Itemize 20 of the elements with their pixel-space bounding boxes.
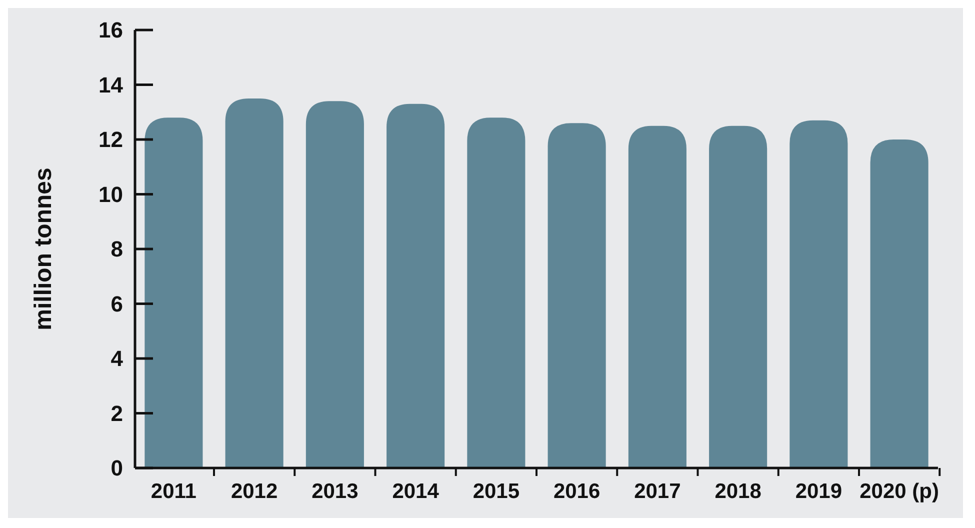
y-tick-label: 12 — [98, 127, 123, 152]
x-tick-label: 2015 — [472, 480, 520, 503]
x-tick-label: 2012 — [230, 480, 278, 503]
y-tick-label: 4 — [110, 346, 124, 372]
x-tick-label: 2018 — [714, 480, 762, 503]
x-tick-label: 2011 — [150, 480, 197, 503]
y-tick-label: 10 — [98, 182, 123, 207]
x-tick-label: 2013 — [312, 480, 358, 503]
x-tick-label: 2019 — [795, 480, 842, 503]
y-tick-label: 0 — [110, 456, 123, 481]
y-tick-label: 14 — [98, 72, 124, 98]
y-tick-label: 8 — [110, 236, 123, 262]
x-tick-label: 2014 — [392, 480, 440, 503]
x-tick-label: 2020 (p) — [860, 480, 939, 503]
y-tick-label: 2 — [110, 400, 123, 426]
x-tick-label: 2016 — [553, 480, 600, 503]
y-tick-label: 16 — [98, 18, 123, 43]
y-axis-title: million tonnes — [30, 168, 57, 330]
x-tick-label: 2017 — [634, 480, 681, 503]
y-tick-label: 6 — [110, 291, 123, 316]
